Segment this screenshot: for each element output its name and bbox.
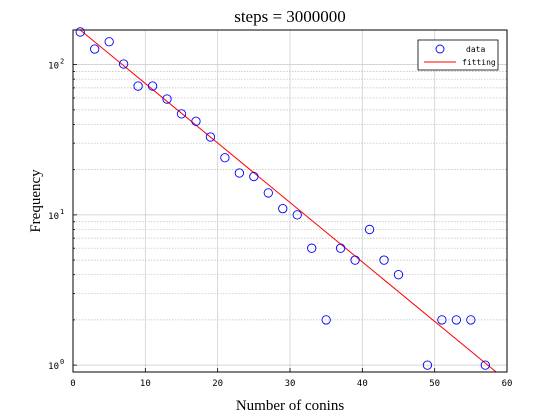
y-tick-exponent: 2 bbox=[60, 58, 64, 66]
data-point bbox=[90, 44, 100, 54]
fitting-line bbox=[79, 29, 497, 373]
data-point bbox=[364, 224, 375, 235]
x-tick-label: 10 bbox=[140, 379, 151, 389]
data-point bbox=[133, 81, 143, 91]
data-point bbox=[451, 315, 462, 325]
y-tick-exponent: 1 bbox=[60, 208, 64, 216]
legend-data-label: data bbox=[466, 45, 485, 54]
data-point bbox=[480, 360, 490, 370]
data-point bbox=[162, 94, 172, 104]
x-tick-label: 60 bbox=[502, 379, 513, 389]
data-point bbox=[335, 243, 346, 253]
y-axis-label: Frequency bbox=[28, 169, 44, 233]
data-point bbox=[321, 315, 331, 325]
data-point bbox=[278, 204, 288, 214]
chart-title: steps = 3000000 bbox=[234, 7, 346, 26]
data-point bbox=[220, 153, 230, 163]
legend-fitting-label: fitting bbox=[462, 58, 496, 67]
data-point bbox=[104, 37, 114, 47]
legend-box bbox=[417, 39, 499, 71]
legend: data fitting bbox=[417, 39, 499, 71]
data-point bbox=[466, 315, 476, 325]
x-axis-label: Number of conins bbox=[236, 398, 344, 414]
data-point bbox=[422, 360, 433, 370]
fitting-layer bbox=[79, 29, 497, 373]
data-points-layer bbox=[75, 27, 490, 370]
x-axis-ticks: 0 10 20 30 40 50 60 bbox=[70, 368, 512, 389]
x-tick-label: 20 bbox=[212, 379, 223, 389]
data-point bbox=[350, 255, 360, 265]
data-point bbox=[379, 255, 389, 265]
x-tick-label: 40 bbox=[357, 379, 368, 389]
data-point bbox=[118, 59, 129, 69]
data-point bbox=[393, 270, 404, 280]
legend-data-marker bbox=[435, 44, 445, 54]
y-tick-label: 10 bbox=[48, 212, 59, 222]
data-point bbox=[437, 315, 447, 325]
y-tick-label: 10 bbox=[48, 362, 59, 372]
data-point bbox=[307, 243, 317, 253]
y-tick-exponent: 0 bbox=[60, 358, 64, 366]
data-point bbox=[75, 27, 85, 37]
x-tick-label: 50 bbox=[429, 379, 440, 389]
data-point bbox=[292, 210, 302, 220]
data-point bbox=[205, 132, 216, 142]
data-point bbox=[249, 171, 259, 182]
grid bbox=[73, 30, 507, 372]
y-tick-label: 10 bbox=[48, 62, 59, 72]
y-tick-base: 10 bbox=[48, 362, 59, 372]
data-point bbox=[263, 188, 273, 198]
y-tick-base: 10 bbox=[48, 62, 59, 72]
x-tick-label: 30 bbox=[285, 379, 296, 389]
data-point bbox=[176, 109, 187, 119]
data-point bbox=[234, 168, 245, 178]
y-tick-base: 10 bbox=[48, 212, 59, 222]
data-point bbox=[147, 81, 158, 91]
data-point bbox=[191, 116, 201, 126]
x-tick-label: 0 bbox=[70, 379, 75, 389]
